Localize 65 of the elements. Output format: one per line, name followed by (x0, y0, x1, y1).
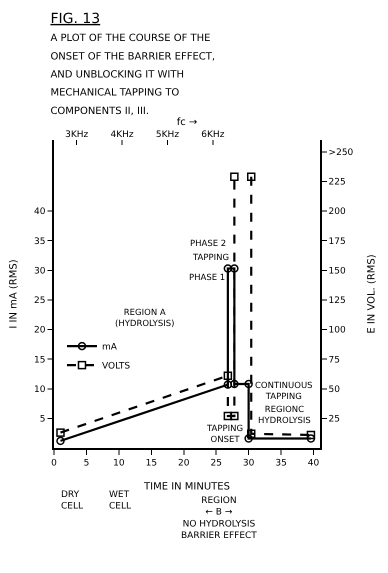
text: WET CELL (109, 490, 131, 512)
x2-tick-label: 3KHz (65, 130, 89, 140)
y-tick-label: 25 (34, 296, 46, 306)
x-tick-label: 35 (275, 458, 287, 469)
point (244, 380, 253, 388)
legend-label: mA (102, 342, 118, 353)
legend-label: VOLTS (102, 362, 130, 372)
x-tick-label: 20 (178, 458, 190, 469)
y2-tick-label: 200 (328, 207, 346, 218)
annotation: PHASE 2 (190, 239, 226, 249)
y-tick-label: 35 (34, 236, 46, 247)
annotation: REGIONC HYDROLYSIS (258, 405, 311, 426)
x-tick-label: 40 (308, 458, 320, 469)
point (224, 412, 232, 420)
x2-axis-title: fc → (176, 117, 198, 128)
point (224, 371, 232, 380)
annotation: TAPPING ONSET (206, 424, 244, 446)
y-tick-label: 30 (34, 266, 46, 276)
y2-tick-label: 150 (328, 266, 346, 276)
point (56, 436, 65, 446)
y-tick-label: 5 (40, 414, 46, 425)
point (246, 172, 256, 181)
point (244, 434, 253, 443)
point (230, 264, 239, 273)
point (230, 172, 239, 181)
point (306, 434, 316, 443)
annotation: REGION A (HYDROLYSIS) (115, 308, 174, 330)
y2-tick-label: 225 (328, 178, 346, 188)
point (246, 430, 256, 438)
y2-tick-label: 75 (328, 355, 340, 366)
x-tick-label: 5 (84, 458, 90, 469)
chart-title: FIG. 13 (50, 10, 100, 27)
y2-tick-label: 125 (328, 296, 346, 306)
y2-tick-label: 100 (328, 326, 346, 336)
annotation: TAPPING (192, 253, 230, 263)
y-tick-label: 15 (34, 355, 46, 366)
y-axis-title: I IN mA (RMS) (8, 259, 20, 329)
x-tick-label: 10 (113, 458, 125, 469)
point (224, 380, 232, 389)
x2-tick-label: 4KHz (110, 130, 134, 140)
x-tick-label: 0 (51, 458, 58, 469)
y2-tick-label: 50 (328, 384, 340, 395)
x-tick-label: 15 (146, 458, 158, 469)
y2-tick-label: 175 (328, 236, 346, 247)
y-tick-label: 20 (34, 326, 46, 336)
annotation: PHASE 1 (189, 273, 226, 283)
y2-axis-title: E IN VOL. (RMS) (366, 254, 378, 334)
point (306, 430, 316, 440)
point (224, 264, 232, 273)
x2-tick-label: 6KHz (201, 130, 225, 140)
point (230, 380, 239, 388)
text: REGION ← B → NO HYDROLYSIS BARRIER EFFECT (181, 496, 258, 542)
text: DRY CELL (61, 490, 83, 512)
y2-tick-label: 25 (328, 414, 340, 425)
x-tick-label: 25 (210, 458, 222, 469)
chart-subtitle: A PLOT OF THE COURSE OF THE ONSET OF THE BARRIER EFFECT, AND UNBLOCKING IT WITH MECHANICAL TAPPING TO COMPONENTS II, III. (50, 33, 216, 117)
point (56, 428, 65, 437)
annotation: CONTINUOUS TAPPING (255, 381, 313, 402)
y-tick-label: 10 (34, 384, 46, 395)
x2-tick-label: 5KHz (156, 130, 180, 140)
x-tick-label: 30 (242, 458, 255, 469)
y-tick-label: 40 (34, 207, 46, 218)
y2-tick-label: >250 (328, 148, 354, 158)
x-axis-title: TIME IN MINUTES (143, 482, 230, 493)
point (230, 412, 239, 420)
